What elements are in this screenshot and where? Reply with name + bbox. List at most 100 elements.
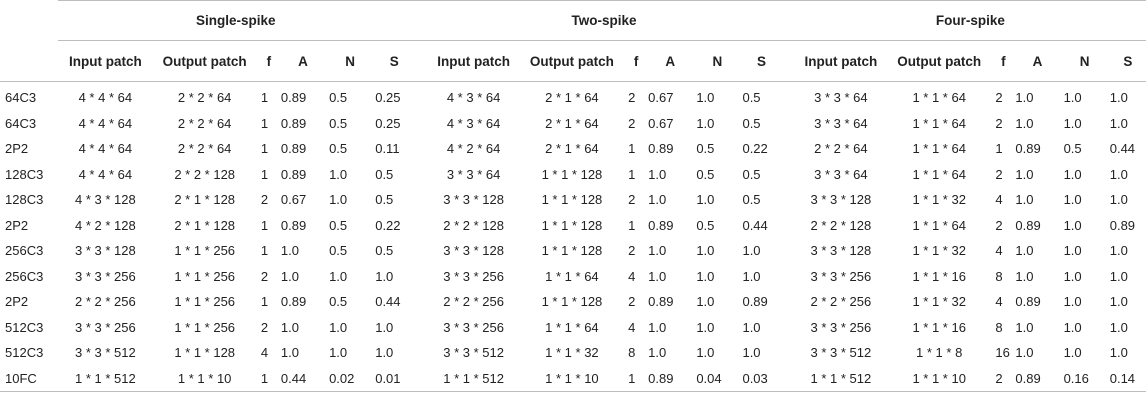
input-patch-cell: 3 * 3 * 128 [443, 192, 504, 208]
n-cell: 1.0 [1059, 81, 1106, 111]
input-patch-cell: 3 * 3 * 128 [74, 243, 136, 259]
a-cell: 0.89 [280, 217, 307, 233]
a-cell: 0.89 [1015, 141, 1041, 157]
a-cell: 1.0 [1011, 81, 1060, 111]
spike-patch-table: Single-spike Two-spike Four-spike Input … [0, 0, 1146, 392]
n-cell: 1.0 [696, 319, 715, 335]
output-patch-cell: 1 * 1 * 10 [519, 365, 625, 392]
output-patch-cell: 1 * 1 * 256 [174, 294, 236, 310]
output-patch-cell: 1 * 1 * 64 [887, 81, 992, 111]
output-patch-cell: 1 * 1 * 128 [541, 166, 603, 182]
layer-cell: 512C3 [5, 345, 44, 361]
output-patch-cell: 1 * 1 * 64 [545, 268, 599, 284]
header-n: N [1059, 40, 1106, 82]
s-cell: 0.5 [742, 192, 761, 208]
header-output-patch: Output patch [152, 40, 257, 82]
input-patch-cell: 3 * 3 * 128 [443, 243, 504, 259]
s-cell: 0.5 [375, 243, 394, 259]
layer-cell: 512C3 [5, 319, 44, 335]
n-cell: 1.0 [696, 345, 715, 361]
n-cell: 1.0 [696, 243, 715, 259]
output-patch-cell: 1 * 1 * 64 [912, 141, 966, 157]
header-n: N [692, 40, 739, 82]
s-cell: 0.44 [742, 217, 768, 233]
input-patch-cell: 2 * 2 * 128 [810, 217, 872, 233]
table-row: 10FC 1 * 1 * 512 1 * 1 * 10 1 0.44 0.02 0.01 1 … [0, 365, 1146, 392]
output-patch-cell: 2 * 2 * 128 [174, 166, 236, 182]
column-header-row: Input patch Output patch f A N S Input p… [0, 40, 1146, 82]
a-cell: 0.89 [1011, 365, 1060, 392]
output-patch-cell: 1 * 1 * 128 [541, 217, 603, 233]
layer-cell: 2P2 [5, 217, 29, 233]
layer-cell: 2P2 [5, 141, 29, 157]
header-f: f [991, 40, 1012, 82]
s-cell: 0.01 [371, 365, 414, 392]
input-patch-cell: 3 * 3 * 256 [443, 268, 504, 284]
input-patch-cell: 2 * 2 * 64 [814, 141, 868, 157]
input-patch-cell: 2 * 2 * 128 [443, 217, 504, 233]
table-row: 64C3 4 * 4 * 64 2 * 2 * 64 1 0.89 0.5 0.25 4 * … [0, 111, 1146, 137]
a-cell: 0.89 [644, 365, 693, 392]
a-cell: 0.67 [280, 192, 307, 208]
corner-cell [0, 1, 58, 41]
s-cell: 0.5 [375, 192, 394, 208]
s-cell: 0.44 [375, 294, 401, 310]
s-cell: 1.0 [1105, 81, 1146, 111]
header-f: f [624, 40, 645, 82]
output-patch-cell: 2 * 1 * 128 [174, 192, 236, 208]
f-cell: 2 [260, 319, 269, 335]
output-patch-cell: 1 * 1 * 128 [541, 294, 603, 310]
n-cell: 1.0 [1063, 319, 1082, 335]
n-cell: 1.0 [1063, 243, 1082, 259]
output-patch-cell: 1 * 1 * 256 [174, 319, 236, 335]
s-cell: 1.0 [1109, 115, 1128, 131]
table-row: 64C3 4 * 4 * 64 2 * 2 * 64 1 0.89 0.5 0.25 4 * … [0, 81, 1146, 111]
input-patch-cell: 4 * 2 * 128 [74, 217, 136, 233]
table-body: 64C3 4 * 4 * 64 2 * 2 * 64 1 0.89 0.5 0.25 4 * … [0, 81, 1146, 392]
a-cell: 0.67 [648, 115, 674, 131]
table-row: 256C3 3 * 3 * 256 1 * 1 * 256 2 1.0 1.0 1.0 3 *… [0, 264, 1146, 290]
header-n: N [325, 40, 372, 82]
f-cell: 4 [628, 319, 636, 335]
a-cell: 1.0 [648, 319, 667, 335]
group-header-row: Single-spike Two-spike Four-spike [0, 0, 1146, 41]
s-cell: 1.0 [742, 268, 761, 284]
header-a: A [644, 40, 693, 82]
n-cell: 1.0 [329, 345, 348, 361]
layer-cell: 256C3 [5, 243, 44, 259]
a-cell: 0.67 [644, 81, 693, 111]
s-cell: 1.0 [375, 268, 394, 284]
s-cell: 0.5 [742, 166, 761, 182]
a-cell: 1.0 [280, 345, 299, 361]
a-cell: 1.0 [1015, 268, 1034, 284]
n-cell: 1.0 [1063, 268, 1082, 284]
f-cell: 2 [628, 243, 636, 259]
f-cell: 4 [995, 294, 1003, 310]
s-cell: 0.44 [1109, 141, 1136, 157]
group-four-spike: Four-spike [794, 0, 1146, 41]
n-cell: 1.0 [1063, 192, 1082, 208]
n-cell: 1.0 [696, 192, 715, 208]
input-patch-cell: 3 * 3 * 512 [810, 345, 872, 361]
header-a: A [276, 40, 326, 82]
output-patch-cell: 1 * 1 * 64 [912, 115, 966, 131]
output-patch-cell: 2 * 2 * 64 [177, 115, 232, 131]
layer-cell: 2P2 [5, 294, 29, 310]
f-cell: 1 [628, 217, 636, 233]
n-cell: 0.5 [696, 217, 715, 233]
table-row: 2P2 4 * 4 * 64 2 * 2 * 64 1 0.89 0.5 0.11 4 * 2… [0, 136, 1146, 162]
n-cell: 0.5 [696, 166, 715, 182]
header-input-patch: Input patch [794, 40, 888, 82]
f-cell: 1 [995, 141, 1003, 157]
a-cell: 0.44 [276, 365, 326, 392]
header-s: S [738, 40, 781, 82]
a-cell: 1.0 [280, 319, 299, 335]
input-patch-cell: 3 * 3 * 64 [814, 115, 868, 131]
input-patch-cell: 2 * 2 * 256 [810, 294, 872, 310]
s-cell: 1.0 [1109, 345, 1128, 361]
a-cell: 0.89 [1015, 217, 1041, 233]
f-cell: 1 [260, 217, 269, 233]
input-patch-cell: 2 * 2 * 256 [74, 294, 136, 310]
input-patch-cell: 4 * 4 * 64 [58, 81, 153, 111]
f-cell: 2 [628, 115, 636, 131]
